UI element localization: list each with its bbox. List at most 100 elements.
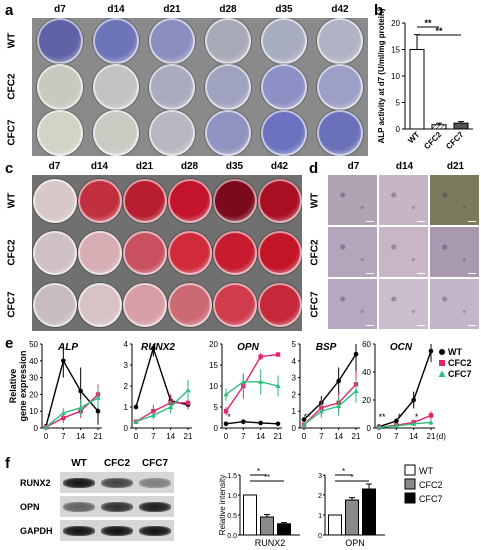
panel-e-ytick-label: 4 xyxy=(292,357,297,366)
panel-e-point xyxy=(78,388,83,394)
panel-c-well xyxy=(167,179,212,223)
panel-e-xtick-label: 7 xyxy=(319,432,324,441)
panel-e-xtick-label: 0 xyxy=(134,432,139,441)
panel-c-header-d42: d42 xyxy=(270,161,289,172)
panel-e-line-cfc7 xyxy=(45,397,99,428)
panel-c-rowlabel-wt: WT xyxy=(6,192,18,209)
panel-e-ytick-label: 5 xyxy=(214,403,219,412)
panel-f-blot-band xyxy=(63,525,95,536)
panel-f-ytick-label: 0.0 xyxy=(227,533,237,540)
panel-a-header-d21: d21 xyxy=(163,4,181,15)
panel-letter-b: b xyxy=(374,2,384,19)
panel-c-well xyxy=(257,231,302,275)
panel-c-rowlabel-cfc7: CFC7 xyxy=(6,291,18,318)
panel-e-legend-wt: WT xyxy=(448,347,462,357)
scale-bar xyxy=(468,220,476,222)
panel-letter-f: f xyxy=(5,455,10,472)
panel-e-title-runx2: RUNX2 xyxy=(141,342,175,353)
panel-f-bar-cfc2 xyxy=(345,499,359,536)
panel-e-xtick-label: 7 xyxy=(241,432,246,441)
panel-f-bar-cfc7 xyxy=(277,523,291,536)
panel-e-point xyxy=(185,387,191,393)
panel-c-well xyxy=(122,283,167,327)
panel-c-alizarin-staining: d7 d14 d21 d28 d35 d42 WT CFC2 CFC7 xyxy=(0,158,305,333)
panel-c-header-d7: d7 xyxy=(48,161,61,172)
panel-d-rowlabel-wt: WT xyxy=(309,192,321,209)
scale-bar xyxy=(417,272,425,274)
panel-e-point xyxy=(275,421,281,427)
panel-f-intensity-charts: Relative intensity0.00.51.01.5***RUNX201… xyxy=(218,464,443,548)
panel-e-ytick-label: 20 xyxy=(362,396,371,405)
panel-e-ytick-label: 10 xyxy=(209,382,218,391)
panel-b-alp-activity-chart: 0 5 10 15 20 ALP activity at d7 (U/ml/mg prot… xyxy=(377,8,473,151)
panel-e-point xyxy=(411,421,417,426)
panel-e-xtick-label: 7 xyxy=(61,432,66,441)
panel-e-xtick-label: 21 xyxy=(352,432,361,441)
panel-e-title-ocn: OCN xyxy=(390,342,413,353)
panel-d-micrograph xyxy=(379,175,428,225)
panel-f-bar-cfc7 xyxy=(362,488,376,536)
panel-f-blot-band xyxy=(139,525,171,536)
panel-e-title-opn: OPN xyxy=(237,342,259,353)
panel-e-point xyxy=(258,379,264,384)
panel-a-rowlabel-cfc2: CFC2 xyxy=(6,73,18,100)
panel-e-star: * xyxy=(47,412,51,422)
panel-e-point xyxy=(353,351,359,357)
panel-a-well xyxy=(37,64,83,110)
panel-e-xtick-label: 14 xyxy=(409,432,418,441)
panel-e-line-cfc7 xyxy=(225,381,279,395)
panel-b-sig-label: ** xyxy=(424,18,432,28)
panel-e-xtick-label: 7 xyxy=(394,432,399,441)
panel-d-micrograph xyxy=(430,279,479,329)
panel-a-well xyxy=(93,18,139,64)
panel-e-legend-marker xyxy=(439,360,445,366)
panel-e-line-wt xyxy=(225,420,279,425)
panel-f-blot-band xyxy=(101,501,133,512)
panel-f-legend-wt: WT xyxy=(419,466,433,476)
panel-e-point xyxy=(394,418,399,424)
panel-d-micrograph xyxy=(328,227,377,277)
panel-e-ytick-label: 4 xyxy=(124,340,129,349)
panel-e-xtick-label: 7 xyxy=(151,432,156,441)
panel-e-point xyxy=(336,378,341,384)
panel-e-line-wt xyxy=(378,350,432,428)
panel-b-bar-wt xyxy=(409,49,425,130)
panel-letter-e: e xyxy=(5,335,14,352)
panel-e-ytick-label: 10 xyxy=(29,407,38,416)
panel-e-point xyxy=(133,419,139,424)
panel-e-legend-cfc2: CFC2 xyxy=(448,358,472,368)
panel-e-point xyxy=(301,422,307,427)
panel-c-well xyxy=(32,283,77,327)
scale-bar xyxy=(417,324,425,326)
panel-b-ytick-label: 15 xyxy=(391,46,400,55)
panel-e-xtick-label: 14 xyxy=(334,432,343,441)
panel-b-sig-label: ** xyxy=(435,26,443,36)
panel-e-xtick-label: 14 xyxy=(166,432,175,441)
panel-f-legend-cfc7: CFC7 xyxy=(419,494,443,504)
panel-f-ytick-label: 1.5 xyxy=(227,473,237,480)
panel-e-xtick-label: 14 xyxy=(76,432,85,441)
panel-e-ylabel-line2: gene expression xyxy=(18,350,28,421)
panel-f-legend-swatch xyxy=(404,464,416,476)
panel-b-ytick-label: 0 xyxy=(396,125,401,134)
panel-f-ytick-label: 2 xyxy=(318,493,322,500)
panel-d-micrograph xyxy=(328,175,377,225)
panel-e-line-cfc7 xyxy=(135,389,189,423)
panel-c-well xyxy=(32,179,77,223)
panel-a-well xyxy=(317,64,363,110)
panel-f-ylabel: Relative intensity xyxy=(218,475,227,535)
panel-e-xtick-label: 0 xyxy=(302,432,307,441)
panel-c-header-d21: d21 xyxy=(135,161,154,172)
panel-d-micrograph xyxy=(379,227,428,277)
panel-e-point xyxy=(78,405,84,410)
panel-e-point xyxy=(150,412,156,418)
panel-a-well xyxy=(93,64,139,110)
panel-a-header-d35: d35 xyxy=(275,4,293,15)
panel-f-bar-wt xyxy=(243,494,257,536)
panel-f-sig-label: * xyxy=(257,467,260,476)
panel-a-well xyxy=(261,64,307,110)
panel-f-bar-wt xyxy=(328,514,342,536)
panel-b-bar-cfc7 xyxy=(453,122,469,130)
panel-a-well xyxy=(205,64,251,110)
scale-bar xyxy=(366,324,374,326)
